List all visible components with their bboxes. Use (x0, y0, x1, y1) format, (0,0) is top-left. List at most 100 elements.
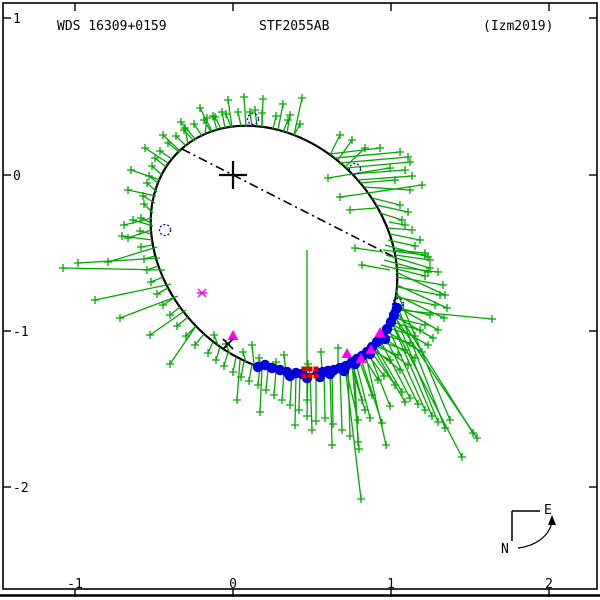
observation-marker (344, 144, 369, 168)
observation-marker (272, 112, 280, 130)
red-square-point (313, 373, 319, 379)
x-tick-label: 0 (229, 577, 237, 592)
magenta-asterisk-points (197, 288, 207, 298)
observation-marker (282, 116, 292, 133)
observation-marker (329, 144, 384, 155)
observation-marker (127, 166, 161, 181)
observation-marker (351, 166, 409, 175)
orbit-reference-label: (Izm2019) (483, 19, 554, 34)
observation-marker (147, 276, 164, 286)
observation-marker (312, 373, 320, 425)
compass-east-label: E (544, 503, 552, 518)
observation-marker (209, 112, 218, 131)
observation-marker (224, 96, 233, 128)
observation-marker (270, 370, 278, 399)
observation-marker (371, 345, 409, 406)
observation-marker (397, 309, 496, 323)
observation-marker (136, 227, 152, 235)
observation-marker (357, 172, 416, 181)
observation-marker (166, 306, 181, 319)
blue-filled-point (284, 370, 296, 382)
primary-star-group (219, 161, 247, 189)
observation-marker (156, 147, 173, 160)
observation-marker (387, 226, 416, 234)
y-tick-label: 1 (13, 12, 21, 27)
observation-marker (329, 369, 337, 428)
observation-marker (328, 370, 336, 449)
red-square-point (307, 366, 313, 372)
magenta-triangle-points (227, 327, 386, 363)
compass-orientation-indicator: E N (501, 503, 556, 557)
observation-marker (59, 264, 166, 272)
y-tick-label: -1 (13, 325, 29, 340)
magenta-triangle-point (341, 348, 353, 358)
observation-marker (396, 284, 451, 312)
magenta-triangle-point (374, 327, 386, 337)
observation-marker (164, 139, 180, 153)
blue-filled-point (266, 362, 278, 374)
observation-marker (91, 283, 172, 304)
magenta-triangle-point (227, 330, 239, 340)
observation-marker (248, 341, 256, 366)
observation-marker (278, 372, 286, 404)
compass-axes-lines (511, 510, 540, 541)
observation-marker (277, 100, 287, 131)
observation-marker (308, 373, 316, 434)
observation-marker (345, 158, 414, 169)
observation-marker (389, 233, 424, 244)
y-tick-label: 0 (13, 169, 21, 184)
red-square-point (307, 373, 313, 379)
observation-marker (336, 192, 369, 201)
blue-open-point (246, 112, 260, 126)
observation-marker (177, 118, 197, 141)
observation-marker (382, 249, 429, 259)
observation-marker (190, 120, 203, 137)
wds-identifier-label: WDS 16309+0159 (57, 19, 167, 34)
observation-marker (148, 162, 163, 176)
observation-marker (295, 373, 303, 414)
observation-marker (382, 331, 422, 408)
axis-ticks-and-labels: -1 0 1 2 1 0 -1 -2 (3, 3, 597, 597)
observation-marker (395, 271, 449, 299)
observation-marker (137, 243, 153, 251)
blue-open-point (391, 297, 405, 311)
magenta-asterisk-point (197, 288, 207, 298)
observation-marker (256, 367, 264, 416)
observation-marker (212, 346, 221, 364)
blue-open-point (348, 162, 362, 176)
observation-marker (166, 325, 197, 368)
observation-marker (229, 356, 237, 376)
observation-marker (351, 244, 384, 253)
observation-marker (394, 327, 466, 461)
observation-marker (203, 114, 211, 135)
observation-marker (346, 206, 377, 214)
observation-marker (389, 317, 436, 420)
observation-marker (396, 319, 481, 442)
observation-marker (262, 369, 270, 394)
observation-marker (293, 94, 306, 136)
blue-open-point (158, 223, 172, 237)
observation-marker (129, 216, 154, 227)
observation-marker (394, 299, 449, 432)
blue-filled-point (324, 368, 336, 380)
observation-marker (386, 324, 429, 414)
observation-marker (239, 348, 247, 363)
black-x-points (222, 338, 234, 350)
observation-marker (124, 229, 152, 242)
observation-marker (222, 110, 232, 128)
observation-marker (329, 131, 344, 156)
observation-marker (196, 104, 213, 132)
observation-marker (74, 257, 161, 267)
blue-filled-point (338, 365, 350, 377)
observation-marker (143, 179, 158, 193)
observation-marker (146, 309, 187, 339)
observation-marker (396, 276, 447, 289)
blue-filled-point (391, 302, 403, 314)
observation-marker (388, 221, 409, 229)
observation-marker (234, 108, 242, 127)
observation-marker (354, 358, 374, 422)
observation-marker (151, 154, 167, 168)
compass-north-label: N (501, 542, 509, 557)
